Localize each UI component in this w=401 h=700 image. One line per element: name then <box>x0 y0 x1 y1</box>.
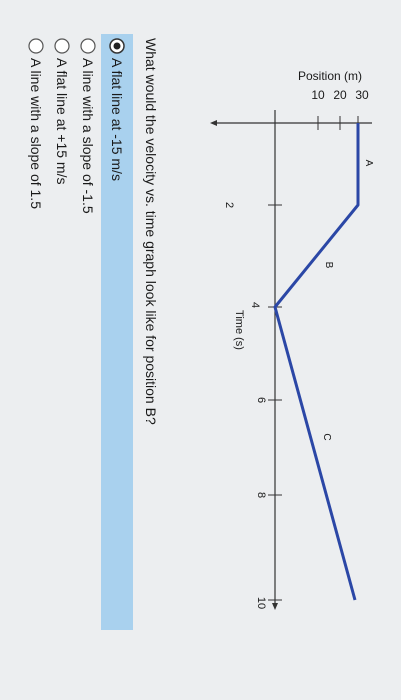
axis-arrow <box>210 120 217 126</box>
time-tick-label: 4 <box>249 302 261 308</box>
radio[interactable] <box>80 38 96 54</box>
segment-label: C <box>321 433 332 440</box>
segment-label: A <box>363 160 374 167</box>
option[interactable]: A flat line at +15 m/s <box>54 38 70 184</box>
time-tick-label: 10 <box>255 597 267 609</box>
option-text[interactable]: A line with a slope of -1.5 <box>80 58 96 214</box>
position-line <box>273 123 360 601</box>
radio-dot <box>113 42 121 50</box>
option-text[interactable]: A flat line at +15 m/s <box>54 58 70 184</box>
segment-label: B <box>323 262 334 269</box>
option[interactable]: A line with a slope of -1.5 <box>80 38 96 214</box>
option[interactable]: A flat line at -15 m/s <box>109 38 125 181</box>
time-tick-label: 8 <box>255 492 267 498</box>
radio[interactable] <box>28 38 44 54</box>
position-tick-label: 30 <box>355 88 369 102</box>
position-tick-label: 10 <box>311 88 325 102</box>
option-text[interactable]: A flat line at -15 m/s <box>109 58 125 181</box>
axis-arrow <box>272 603 278 610</box>
option-text[interactable]: A line with a slope of 1.5 <box>28 58 44 209</box>
option[interactable]: A line with a slope of 1.5 <box>28 38 44 209</box>
position-axis-title: Position (m) <box>298 69 362 83</box>
time-tick-label: 6 <box>255 397 267 403</box>
time-tick-label: 2 <box>223 202 235 208</box>
time-ticks <box>268 204 282 601</box>
radio[interactable] <box>54 38 70 54</box>
time-axis-title: Time (s) <box>233 310 245 350</box>
selected-highlight <box>101 34 133 630</box>
position-tick-label: 20 <box>333 88 347 102</box>
question: What would the velocity vs. time graph l… <box>143 38 159 425</box>
